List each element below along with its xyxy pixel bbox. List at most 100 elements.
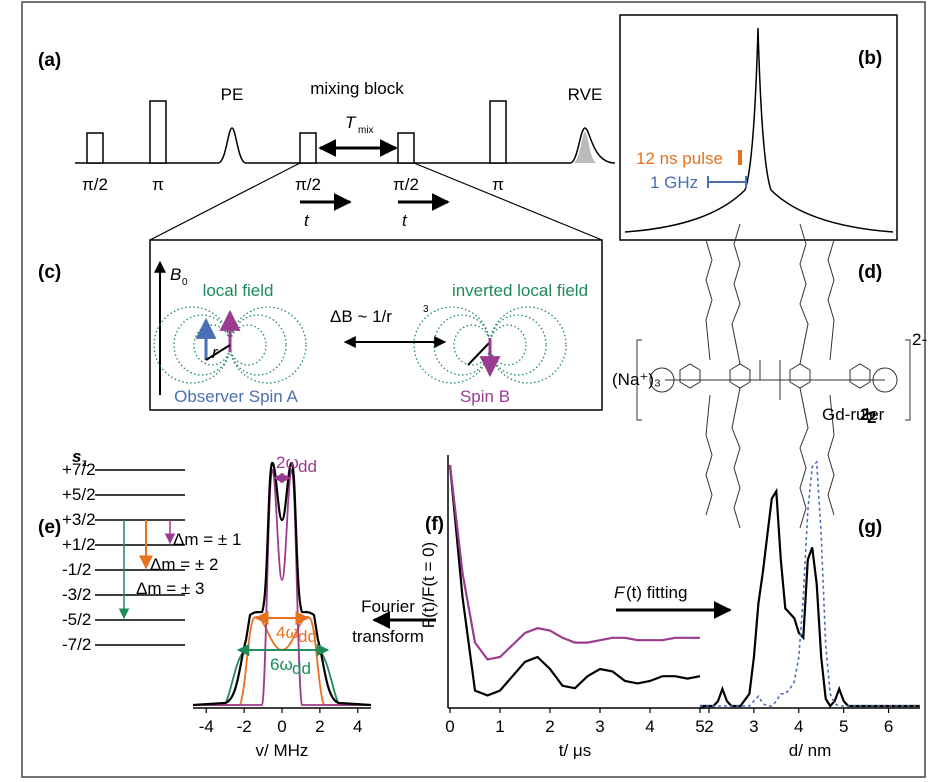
relation: ΔB ~ 1/r <box>330 307 392 326</box>
distance-line <box>205 344 231 361</box>
x-tick-label: 0 <box>277 717 286 736</box>
sequence-baseline <box>75 127 616 164</box>
shape <box>489 314 547 376</box>
shape <box>649 367 675 393</box>
distance-label: r <box>212 343 219 362</box>
shape <box>705 394 713 516</box>
x-tick-label: 6 <box>884 717 893 736</box>
pulse-note: 12 ns pulse <box>636 149 723 168</box>
tmix-subscript: mix <box>358 125 374 136</box>
shape <box>799 223 809 365</box>
shape <box>759 360 781 400</box>
pulse <box>489 100 507 164</box>
charge: 2- <box>912 330 927 349</box>
shape <box>827 394 835 516</box>
shape <box>229 324 267 366</box>
distance-line <box>467 341 491 366</box>
pulse-label: π/2 <box>82 175 108 194</box>
level-label: -3/2 <box>62 585 91 604</box>
annotation: 4ω <box>276 623 299 642</box>
series-line <box>448 464 700 661</box>
shape <box>731 223 741 365</box>
panel-label: (f) <box>425 514 444 535</box>
pulse-bar <box>738 150 742 165</box>
bandwidth-note: 1 GHz <box>650 173 698 192</box>
shape <box>636 339 911 421</box>
pulse <box>86 132 104 164</box>
spectrum-curve <box>192 461 372 707</box>
x-tick-label: 1 <box>495 717 504 736</box>
x-tick-label: 2 <box>545 717 554 736</box>
shape <box>153 306 231 384</box>
field-symbol: B <box>170 265 181 284</box>
x-tick-label: 4 <box>645 717 654 736</box>
level-symbol-sub: z <box>82 458 87 469</box>
molecule-number-sub: 2 <box>867 408 876 427</box>
pulse-label: π/2 <box>295 175 321 194</box>
panel-label: (a) <box>38 50 61 71</box>
x-tick-label: 0 <box>445 717 454 736</box>
x-tick-label: -2 <box>237 717 252 736</box>
series-line <box>700 487 920 708</box>
field-subscript: 0 <box>182 277 188 288</box>
spin-label: Spin B <box>460 387 510 406</box>
x-tick-label: 2 <box>704 717 713 736</box>
shape <box>433 314 491 376</box>
panel-box <box>619 14 898 241</box>
echo-label: RVE <box>568 85 603 104</box>
transition-label: Δm = ± 1 <box>173 530 241 549</box>
field-label: local field <box>203 281 274 300</box>
shape <box>173 314 231 376</box>
mixing-label: mixing block <box>310 79 404 98</box>
echo-shade <box>574 132 596 163</box>
level-label: -7/2 <box>62 635 91 654</box>
shape <box>229 314 287 376</box>
panel-label: (g) <box>858 517 882 538</box>
shape <box>489 306 567 384</box>
shape <box>729 363 751 389</box>
fitting-label: (t) fitting <box>626 583 687 602</box>
shape <box>731 387 741 529</box>
annotation-sub: dd <box>292 659 311 678</box>
panel-label: (e) <box>38 517 61 538</box>
shape <box>849 363 871 389</box>
x-tick-label: 2 <box>315 717 324 736</box>
zoom-line <box>413 162 603 241</box>
shape <box>827 239 835 361</box>
pulse <box>149 100 167 164</box>
level-label: -1/2 <box>62 560 91 579</box>
panel-label: (b) <box>858 48 882 69</box>
pulse <box>397 132 415 164</box>
time-label: t <box>304 211 310 230</box>
panel-box <box>149 239 603 411</box>
transition-label: Δm = ± 2 <box>150 555 218 574</box>
x-tick-label: -4 <box>199 717 214 736</box>
pulse-label: π <box>152 175 164 194</box>
counterion: (Na⁺)₃ <box>612 370 661 389</box>
spectrum-curve <box>193 469 371 706</box>
shape <box>453 324 491 366</box>
shape <box>413 306 491 384</box>
x-tick-label: 5 <box>839 717 848 736</box>
x-tick-label: 4 <box>794 717 803 736</box>
series-line <box>700 460 920 707</box>
tmix-symbol: T <box>345 113 357 132</box>
level-symbol: s <box>72 447 81 466</box>
level-label: +5/2 <box>62 485 96 504</box>
shape <box>229 306 307 384</box>
molecule-name: Gd-ruler <box>822 405 885 424</box>
frame <box>21 1 926 778</box>
x-tick-label: 3 <box>749 717 758 736</box>
field-label: inverted local field <box>452 281 588 300</box>
transition-label: Δm = ± 3 <box>136 579 204 598</box>
y-axis-label: F(t)/F(t = 0) <box>419 542 438 628</box>
annotation: 2ω <box>276 453 299 472</box>
shape <box>799 387 809 529</box>
molecule-drawing <box>636 223 911 529</box>
x-axis-label: t/ μs <box>559 741 591 760</box>
transform-label: Fourier <box>361 597 415 616</box>
chart-group: -4 -2 0 2 4 v/ MHz 0 1 2 3 4 5 t/ μs F(t)/F(t = 0) 2 3 4… <box>193 455 920 760</box>
